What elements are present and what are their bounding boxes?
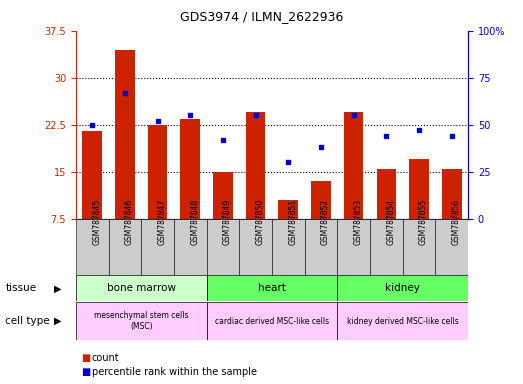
Bar: [207, 219, 239, 275]
Text: GSM787856: GSM787856: [452, 199, 461, 245]
Bar: [337, 275, 468, 301]
Text: ▶: ▶: [54, 316, 62, 326]
Bar: [442, 169, 462, 266]
Text: GSM787852: GSM787852: [321, 199, 330, 245]
Bar: [76, 302, 207, 340]
Text: kidney: kidney: [385, 283, 420, 293]
Bar: [76, 219, 109, 275]
Text: count: count: [92, 353, 119, 363]
Text: GDS3974 / ILMN_2622936: GDS3974 / ILMN_2622936: [180, 10, 343, 23]
Text: ■: ■: [81, 353, 90, 363]
Bar: [76, 275, 207, 301]
Bar: [272, 219, 304, 275]
Bar: [409, 159, 429, 266]
Text: cell type: cell type: [5, 316, 50, 326]
Text: GSM787850: GSM787850: [256, 199, 265, 245]
Text: GSM787848: GSM787848: [190, 199, 199, 245]
Text: GSM787847: GSM787847: [157, 199, 166, 245]
Bar: [239, 219, 272, 275]
Bar: [304, 219, 337, 275]
Bar: [207, 275, 337, 301]
Bar: [109, 219, 141, 275]
Bar: [147, 125, 167, 266]
Bar: [246, 112, 266, 266]
Text: percentile rank within the sample: percentile rank within the sample: [92, 367, 256, 377]
Bar: [344, 112, 363, 266]
Bar: [377, 169, 396, 266]
Bar: [435, 219, 468, 275]
Bar: [207, 302, 337, 340]
Bar: [141, 219, 174, 275]
Bar: [311, 181, 331, 266]
Bar: [403, 219, 435, 275]
Text: kidney derived MSC-like cells: kidney derived MSC-like cells: [347, 316, 459, 326]
Bar: [174, 219, 207, 275]
Bar: [180, 119, 200, 266]
Text: GSM787855: GSM787855: [419, 199, 428, 245]
Text: tissue: tissue: [5, 283, 37, 293]
Bar: [337, 302, 468, 340]
Bar: [213, 172, 233, 266]
Bar: [337, 219, 370, 275]
Text: cardiac derived MSC-like cells: cardiac derived MSC-like cells: [215, 316, 329, 326]
Text: GSM787849: GSM787849: [223, 199, 232, 245]
Text: bone marrow: bone marrow: [107, 283, 176, 293]
Bar: [370, 219, 403, 275]
Text: ■: ■: [81, 367, 90, 377]
Text: GSM787845: GSM787845: [92, 199, 101, 245]
Bar: [279, 200, 298, 266]
Text: GSM787851: GSM787851: [288, 199, 297, 245]
Text: GSM787854: GSM787854: [386, 199, 395, 245]
Text: GSM787853: GSM787853: [354, 199, 362, 245]
Text: ▶: ▶: [54, 283, 62, 293]
Bar: [115, 50, 135, 266]
Text: heart: heart: [258, 283, 286, 293]
Text: GSM787846: GSM787846: [125, 199, 134, 245]
Bar: [82, 131, 102, 266]
Text: mesenchymal stem cells
(MSC): mesenchymal stem cells (MSC): [94, 311, 188, 331]
